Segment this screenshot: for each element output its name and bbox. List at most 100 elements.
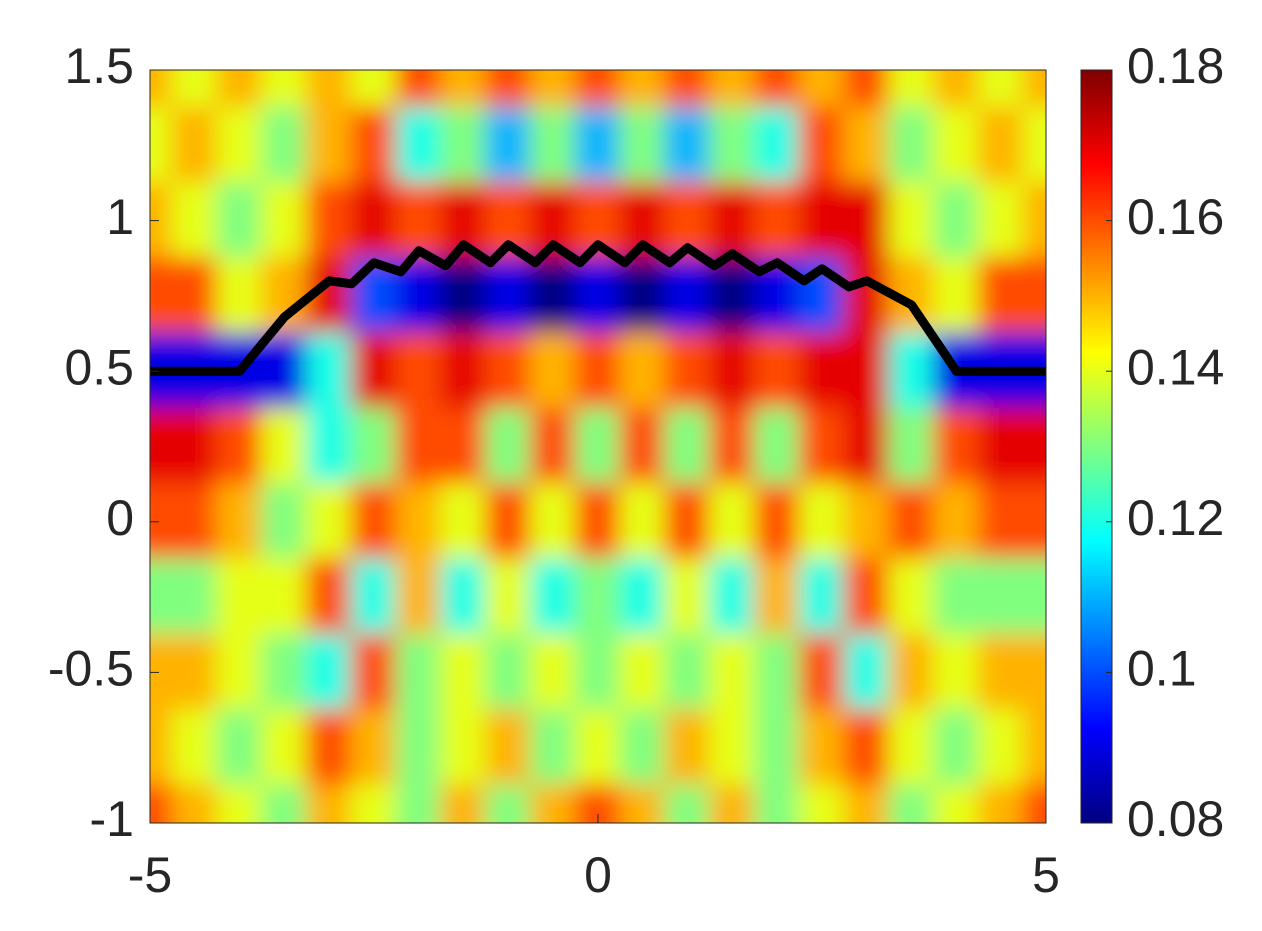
cell <box>440 257 487 335</box>
cell <box>977 70 1025 109</box>
cell <box>1022 70 1046 109</box>
cell <box>485 70 532 109</box>
cell <box>888 332 935 410</box>
cell <box>261 784 308 823</box>
cell <box>216 709 263 787</box>
cell <box>843 784 891 823</box>
cell <box>171 106 219 184</box>
cell <box>933 181 980 260</box>
cell <box>216 70 263 109</box>
cell <box>664 633 711 712</box>
cell <box>977 181 1025 260</box>
cell <box>440 70 487 109</box>
cell <box>1022 483 1046 561</box>
cell <box>933 633 980 712</box>
colorbar-tick-label: 0.16 <box>1127 189 1224 245</box>
cell <box>216 784 263 823</box>
cell <box>171 558 219 636</box>
cell <box>350 70 398 109</box>
cell <box>843 709 891 787</box>
cell <box>1022 558 1046 636</box>
cell <box>350 332 398 410</box>
cell <box>350 106 398 184</box>
cell <box>305 558 353 636</box>
cell <box>150 257 174 335</box>
cell <box>709 633 756 712</box>
cell <box>305 181 353 260</box>
cell <box>798 181 846 260</box>
cell <box>709 407 756 486</box>
cell <box>798 558 846 636</box>
cell <box>574 558 622 636</box>
y-tick-label: 0 <box>106 490 134 546</box>
cell <box>150 558 174 636</box>
cell <box>529 70 577 109</box>
cell <box>798 332 846 410</box>
cell <box>977 407 1025 486</box>
cell <box>753 709 801 787</box>
cell <box>150 70 174 109</box>
cell <box>305 332 353 410</box>
cell <box>216 181 263 260</box>
colorbar-tick-label: 0.18 <box>1127 38 1224 94</box>
cell <box>843 181 891 260</box>
cell <box>1022 633 1046 712</box>
cell <box>574 332 622 410</box>
cell <box>261 709 308 787</box>
cell <box>440 709 487 787</box>
cell <box>753 407 801 486</box>
cell <box>440 483 487 561</box>
cell <box>305 407 353 486</box>
colorbar-tick-label: 0.1 <box>1127 641 1197 697</box>
cell <box>664 483 711 561</box>
cell <box>261 106 308 184</box>
cell <box>619 558 667 636</box>
cell <box>171 181 219 260</box>
cell <box>753 70 801 109</box>
cell <box>619 332 667 410</box>
cell <box>664 558 711 636</box>
cell <box>1022 407 1046 486</box>
cell <box>709 106 756 184</box>
cell <box>216 257 263 335</box>
cell <box>664 106 711 184</box>
cell <box>150 181 174 260</box>
cell <box>529 709 577 787</box>
cell <box>664 784 711 823</box>
cell <box>350 407 398 486</box>
cell <box>350 633 398 712</box>
cell <box>843 407 891 486</box>
cell <box>664 332 711 410</box>
cell <box>350 558 398 636</box>
cell <box>305 70 353 109</box>
cell <box>350 709 398 787</box>
cell <box>261 483 308 561</box>
cell <box>150 106 174 184</box>
cell <box>529 257 577 335</box>
cell <box>888 709 935 787</box>
cell <box>440 558 487 636</box>
cell <box>574 70 622 109</box>
cell <box>395 407 443 486</box>
cell <box>798 483 846 561</box>
cell <box>619 709 667 787</box>
cell <box>150 709 174 787</box>
cell <box>619 784 667 823</box>
cell <box>664 70 711 109</box>
cell <box>350 784 398 823</box>
cell <box>261 558 308 636</box>
cell <box>574 407 622 486</box>
cell <box>843 633 891 712</box>
curve <box>150 240 1046 376</box>
cell <box>440 106 487 184</box>
cell <box>574 106 622 184</box>
cell <box>395 709 443 787</box>
cell <box>709 257 756 335</box>
cell <box>171 784 219 823</box>
cell <box>843 558 891 636</box>
y-tick-label: 1.5 <box>64 38 134 94</box>
y-tick-label: 0.5 <box>64 339 134 395</box>
cell <box>574 483 622 561</box>
cell <box>843 257 891 335</box>
cell <box>619 106 667 184</box>
